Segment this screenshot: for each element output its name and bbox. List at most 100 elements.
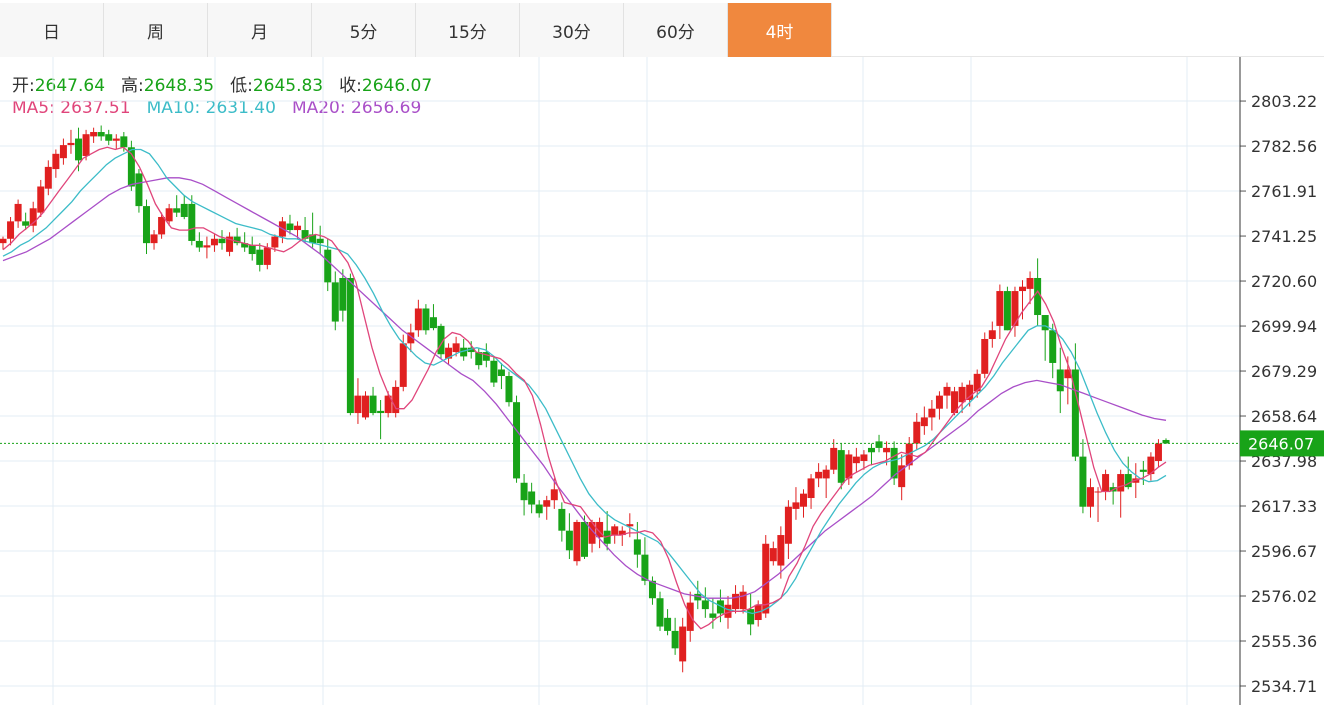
candle-body: [830, 447, 838, 470]
candle-body: [1071, 369, 1079, 457]
candle-body: [82, 134, 90, 156]
candle-body: [135, 173, 143, 207]
candle-body: [679, 626, 687, 662]
tab-period[interactable]: 周: [104, 3, 208, 57]
ma10-label: MA10:: [146, 98, 206, 118]
candle-body: [1139, 469, 1147, 472]
candle-body: [369, 395, 377, 414]
candle-body: [1102, 474, 1110, 492]
candle-body: [837, 450, 845, 483]
candle-body: [581, 521, 588, 557]
candle-body: [988, 330, 996, 339]
candle-body: [883, 447, 891, 453]
candle-body: [996, 291, 1004, 326]
tab-period[interactable]: 60分: [624, 3, 728, 57]
tab-period[interactable]: 5分: [312, 3, 416, 57]
candle-body: [543, 500, 551, 507]
candle-body: [852, 456, 860, 464]
ma20-line: [2, 177, 1167, 599]
candle-body: [611, 526, 619, 536]
candle-body: [935, 395, 943, 409]
candle-body: [898, 465, 906, 488]
candle-body: [158, 216, 166, 235]
candle-body: [981, 338, 989, 374]
candle-body: [1079, 456, 1087, 507]
candle-body: [618, 530, 626, 536]
candle-body: [180, 203, 188, 217]
candle-body: [414, 308, 422, 331]
candle-body: [686, 602, 694, 631]
candle-body: [641, 554, 649, 581]
candle-body: [1003, 291, 1011, 331]
y-tick-label: 2699.94: [1251, 317, 1317, 336]
candle-body: [860, 454, 868, 461]
candle-body: [256, 249, 264, 265]
candle-body: [75, 138, 83, 161]
candle-body: [966, 384, 974, 400]
candle-body: [460, 347, 468, 357]
candle-body: [263, 247, 271, 265]
ma5-line: [2, 146, 1167, 630]
candlestick-chart[interactable]: 2803.22 2782.56 2761.91 2741.25 2720.60 2699.…: [0, 57, 1324, 705]
candle-body: [210, 238, 218, 246]
candle-body: [716, 600, 724, 614]
tab-period[interactable]: 月: [208, 3, 312, 57]
tab-period[interactable]: 4时: [728, 3, 832, 57]
candle-body: [1049, 330, 1057, 363]
candle-body: [513, 402, 521, 479]
candle-body: [701, 600, 709, 610]
candle-body: [867, 447, 875, 453]
candle-body: [1041, 315, 1049, 331]
candle-body: [732, 593, 740, 610]
y-tick-label: 2803.22: [1251, 92, 1317, 111]
ma20-label: MA20:: [291, 98, 351, 118]
candle-body: [648, 580, 656, 599]
y-tick-label: 2637.98: [1251, 452, 1317, 471]
candle-body: [709, 613, 717, 618]
candle-body: [173, 208, 181, 213]
candle-body: [407, 332, 415, 344]
candle-body: [271, 236, 279, 248]
candle-body: [762, 543, 770, 614]
candle-body: [800, 493, 808, 507]
candle-body: [1056, 369, 1064, 392]
candle-body: [324, 249, 332, 283]
candle-body: [1064, 369, 1072, 379]
candle-body: [67, 142, 75, 146]
candle-body: [1124, 474, 1132, 488]
candle-body: [475, 352, 483, 366]
candle-body: [29, 208, 37, 226]
tab-period[interactable]: 15分: [416, 3, 520, 57]
candle-body: [22, 221, 30, 226]
candle-body: [44, 166, 52, 189]
candle-body: [1011, 291, 1019, 326]
high-value: 2648.35: [143, 76, 215, 96]
candle-body: [920, 417, 928, 427]
candle-body: [203, 245, 211, 248]
current-price-tag: [1240, 430, 1324, 457]
candle-body: [331, 282, 339, 322]
candle-body: [361, 395, 369, 418]
candle-body: [664, 617, 672, 631]
ma10-line: [2, 148, 1167, 615]
candle-body: [596, 521, 604, 538]
candle-body: [1026, 277, 1034, 289]
candle-body: [150, 234, 158, 244]
low-value: 2645.83: [252, 76, 324, 96]
candle-body: [573, 521, 581, 562]
candle-body: [7, 221, 15, 239]
candle-body: [656, 598, 664, 627]
tab-period[interactable]: 日: [0, 3, 104, 57]
candle-body: [671, 630, 679, 649]
candle-body: [505, 376, 513, 403]
candle-body: [437, 325, 445, 355]
candle-body: [301, 230, 309, 239]
candle-body: [429, 317, 437, 329]
candle-body: [165, 208, 173, 222]
tab-period[interactable]: 30分: [520, 3, 624, 57]
candle-body: [588, 521, 596, 544]
candle-body: [233, 236, 241, 244]
candle-body: [399, 343, 407, 387]
candle-body: [316, 238, 324, 244]
candle-body: [565, 530, 573, 551]
